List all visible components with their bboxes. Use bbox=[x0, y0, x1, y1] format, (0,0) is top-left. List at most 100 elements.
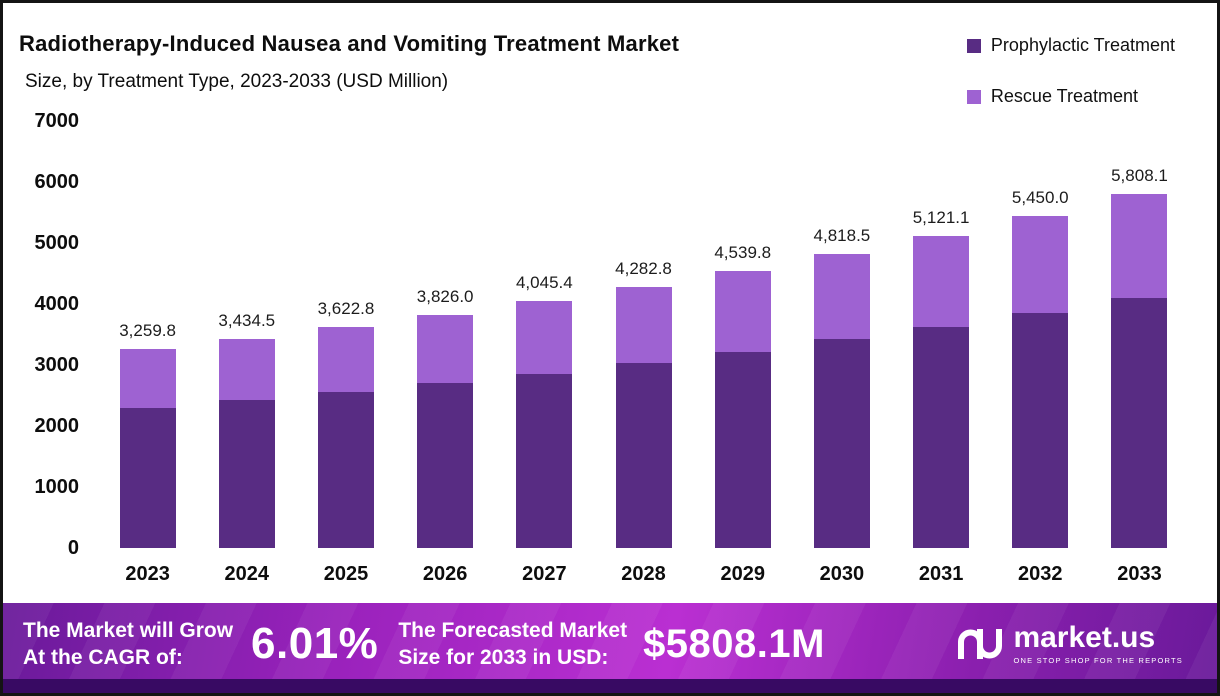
bar-group: 3,826.0 bbox=[396, 121, 495, 548]
x-tick-label: 2025 bbox=[323, 563, 369, 585]
bar-group: 4,282.8 bbox=[594, 121, 693, 548]
rescue-segment bbox=[615, 286, 672, 364]
bar-total-label: 5,808.1 bbox=[1111, 165, 1168, 185]
prophylactic-segment bbox=[714, 351, 771, 548]
bar-total-label: 4,539.8 bbox=[714, 243, 772, 263]
y-tick-label: 4000 bbox=[34, 293, 80, 315]
bar-total-label: 3,259.8 bbox=[119, 321, 176, 341]
x-tick-label: 2028 bbox=[621, 563, 666, 585]
y-tick-label: 1000 bbox=[34, 476, 80, 498]
stacked-bar bbox=[813, 254, 870, 548]
prophylactic-segment bbox=[1111, 297, 1168, 548]
bar-total-label: 3,826.0 bbox=[416, 286, 474, 306]
rescue-segment bbox=[218, 338, 275, 401]
forecast-label: The Forecasted Market Size for 2033 in U… bbox=[398, 617, 627, 672]
x-axis: 2023 2024 2025 2026 2027 2028 2029 2030 2031 2032… bbox=[98, 563, 1189, 586]
stacked-bar bbox=[1012, 215, 1069, 548]
footer-banner: The Market will Grow At the CAGR of: 6.0… bbox=[3, 603, 1217, 685]
rescue-segment bbox=[317, 327, 374, 393]
forecast-label-line1: The Forecasted Market bbox=[398, 618, 628, 642]
cagr-label: The Market will Grow At the CAGR of: bbox=[23, 617, 233, 672]
x-tick-label: 2027 bbox=[522, 563, 567, 585]
stacked-bar bbox=[119, 349, 176, 548]
brand-name: market.us bbox=[1013, 621, 1156, 654]
chart-title: Radiotherapy-Induced Nausea and Vomiting… bbox=[19, 31, 680, 56]
rescue-segment bbox=[714, 271, 771, 352]
y-tick-label: 6000 bbox=[34, 171, 80, 193]
brand-text: market.us ONE STOP SHOP FOR THE REPORTS bbox=[1013, 621, 1183, 666]
bar-total-label: 5,450.0 bbox=[1011, 187, 1069, 207]
plot-area: 3,259.8 3,434.5 3,622.8 3,826.0 4,045.4 4,282… bbox=[98, 121, 1189, 548]
stacked-bar bbox=[1111, 193, 1168, 548]
legend-label: Prophylactic Treatment bbox=[990, 35, 1175, 55]
bar-group: 4,045.4 bbox=[495, 121, 594, 548]
x-tick-label: 2023 bbox=[125, 563, 170, 585]
prophylactic-segment bbox=[913, 326, 970, 548]
stacked-bar bbox=[615, 286, 672, 548]
bar-group: 3,434.5 bbox=[197, 121, 296, 548]
legend-item-rescue: Rescue Treatment bbox=[966, 86, 1175, 107]
marketus-brand: market.us ONE STOP SHOP FOR THE REPORTS bbox=[957, 623, 1197, 665]
legend: Prophylactic Treatment Rescue Treatment bbox=[966, 35, 1175, 107]
y-tick-label: 3000 bbox=[34, 354, 80, 376]
rescue-segment bbox=[1111, 193, 1168, 298]
x-tick-label: 2024 bbox=[224, 563, 270, 585]
stacked-bar bbox=[218, 338, 275, 548]
bar-group: 5,808.1 bbox=[1090, 121, 1189, 548]
bar-group: 4,539.8 bbox=[693, 121, 792, 548]
y-tick-label: 5000 bbox=[34, 232, 80, 254]
cagr-label-line1: The Market will Grow bbox=[23, 618, 234, 642]
legend-item-prophylactic: Prophylactic Treatment bbox=[966, 35, 1175, 56]
prophylactic-segment bbox=[119, 407, 176, 548]
rescue-segment bbox=[913, 235, 970, 327]
stacked-bar bbox=[516, 301, 573, 548]
bar-group: 5,121.1 bbox=[892, 121, 991, 548]
bar-total-label: 4,282.8 bbox=[615, 258, 672, 278]
prophylactic-swatch-icon bbox=[966, 38, 981, 53]
stacked-bar bbox=[317, 327, 374, 548]
forecast-value: $5808.1M bbox=[643, 621, 825, 666]
stacked-bar bbox=[714, 271, 771, 548]
stacked-bar bbox=[417, 314, 474, 548]
x-tick-label: 2033 bbox=[1117, 563, 1162, 585]
x-tick-label: 2031 bbox=[918, 563, 964, 585]
cagr-value: 6.01% bbox=[251, 619, 379, 668]
rescue-swatch-icon bbox=[966, 89, 981, 104]
rescue-segment bbox=[813, 254, 870, 340]
bar-group: 4,818.5 bbox=[792, 121, 891, 548]
prophylactic-segment bbox=[813, 339, 870, 548]
rescue-segment bbox=[417, 314, 474, 384]
bar-group: 3,622.8 bbox=[296, 121, 395, 548]
forecast-label-line2: Size for 2033 in USD: bbox=[398, 646, 609, 669]
chart-subtitle: Size, by Treatment Type, 2023-2033 (USD … bbox=[25, 71, 449, 92]
bar-total-label: 3,622.8 bbox=[317, 299, 375, 319]
rescue-segment bbox=[119, 349, 176, 408]
y-tick-label: 7000 bbox=[34, 110, 80, 132]
prophylactic-segment bbox=[317, 392, 374, 548]
bar-total-label: 3,434.5 bbox=[218, 310, 276, 330]
prophylactic-segment bbox=[1012, 312, 1069, 548]
chart-header: Radiotherapy-Induced Nausea and Vomiting… bbox=[19, 31, 679, 93]
prophylactic-segment bbox=[218, 400, 275, 548]
bar-group: 5,450.0 bbox=[991, 121, 1090, 548]
rescue-segment bbox=[516, 301, 573, 374]
y-tick-label: 2000 bbox=[34, 415, 80, 437]
x-tick-label: 2029 bbox=[720, 563, 765, 585]
bar-total-label: 4,818.5 bbox=[813, 226, 871, 246]
cagr-label-line2: At the CAGR of: bbox=[23, 646, 183, 669]
x-tick-label: 2032 bbox=[1018, 563, 1063, 585]
prophylactic-segment bbox=[516, 373, 573, 548]
prophylactic-segment bbox=[417, 383, 474, 548]
rescue-segment bbox=[1012, 215, 1069, 313]
bar-total-label: 4,045.4 bbox=[515, 273, 573, 293]
bar-total-label: 5,121.1 bbox=[912, 207, 970, 227]
bar-group: 3,259.8 bbox=[98, 121, 197, 548]
prophylactic-segment bbox=[615, 363, 672, 548]
y-tick-label: 0 bbox=[67, 537, 79, 559]
legend-label: Rescue Treatment bbox=[990, 86, 1138, 106]
stacked-bar bbox=[913, 235, 970, 548]
bottom-strip bbox=[3, 679, 1217, 693]
brand-tagline: ONE STOP SHOP FOR THE REPORTS bbox=[1013, 656, 1183, 665]
y-axis: 0 1000 2000 3000 4000 5000 6000 7000 bbox=[9, 111, 80, 558]
